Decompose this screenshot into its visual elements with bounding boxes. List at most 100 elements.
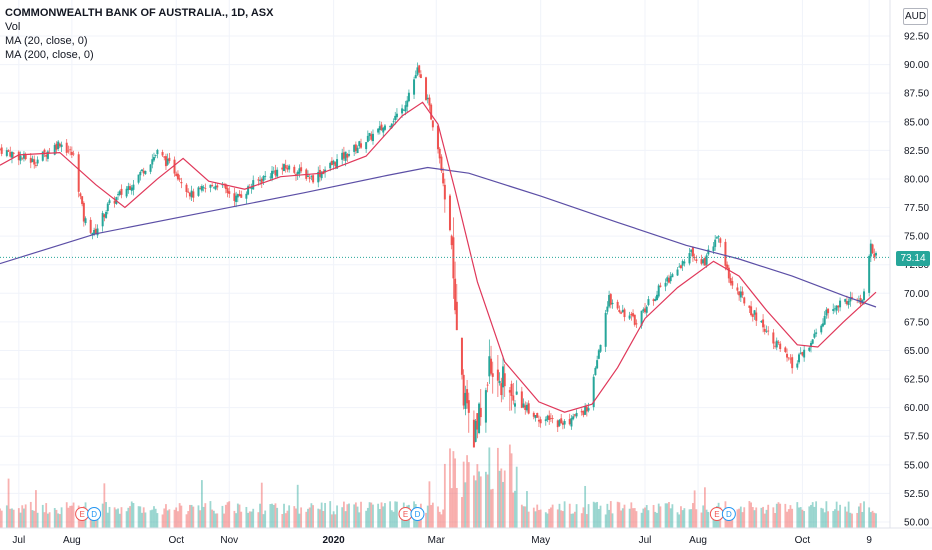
event-label: D (91, 510, 97, 519)
candle-body (544, 419, 547, 422)
volume-bar (286, 510, 289, 528)
volume-bar (307, 508, 309, 528)
volume-bar (676, 512, 679, 528)
volume-bar (274, 503, 277, 528)
volume-bar (310, 503, 313, 528)
candle-body (524, 405, 527, 410)
volume-bar (628, 508, 631, 528)
candle-body (738, 291, 741, 296)
candle-body (264, 175, 267, 177)
volume-bar (117, 508, 119, 528)
indicator-vol[interactable]: Vol (5, 21, 21, 33)
candle-body (479, 407, 482, 418)
volume-bar (811, 502, 814, 528)
volume-bar (233, 510, 236, 528)
candle-body (546, 415, 549, 420)
volume-bar (180, 505, 183, 528)
candle-body (750, 306, 753, 316)
candle-body (0, 148, 1, 150)
candle-body (22, 153, 25, 159)
candle-body (125, 188, 128, 197)
volume-bar (440, 514, 443, 528)
volume-bar (173, 509, 176, 528)
volume-bar (760, 507, 763, 528)
volume-bar (548, 508, 551, 528)
candle-body (414, 74, 417, 79)
volume-bar (67, 507, 70, 528)
volume-bar (43, 512, 46, 528)
earnings-marker: E (75, 507, 90, 521)
volume-bar (798, 507, 800, 528)
candle-body (753, 310, 756, 315)
candle-body (45, 154, 48, 157)
y-tick-label: 80.00 (904, 174, 929, 185)
volume-bar (175, 507, 178, 528)
volume-bar (844, 506, 847, 528)
candle-body (635, 323, 638, 325)
candle-body (341, 152, 344, 160)
candle-body (796, 363, 799, 368)
candle-body (763, 328, 766, 332)
volume-bar (163, 508, 166, 528)
volume-bar (284, 513, 287, 528)
volume-bar (534, 511, 537, 528)
volume-bar (245, 506, 248, 528)
candle-body (714, 239, 717, 247)
candle-body (329, 162, 332, 169)
volume-bar (129, 506, 131, 528)
candle-body (786, 353, 789, 358)
candle-body (418, 65, 421, 73)
volume-bar (153, 506, 155, 528)
price-axis[interactable]: 92.50 90.00 87.50 85.00 82.50 80.00 77.50 75.00… (889, 0, 929, 529)
candle-body (377, 128, 380, 133)
candle-body (103, 214, 106, 218)
candle-body (317, 171, 320, 183)
indicator-ma20[interactable]: MA (20, close, 0) (5, 35, 88, 47)
volume-bar (260, 482, 263, 528)
candle-body (656, 294, 658, 301)
volume-bar (384, 503, 386, 528)
candle-body (729, 278, 732, 284)
candle-body (151, 159, 154, 165)
candle-body (41, 151, 44, 161)
candle-body (845, 301, 848, 305)
candle-body (527, 403, 530, 414)
volume-bar (692, 503, 694, 528)
volume-bar (60, 507, 63, 528)
volume-bar (623, 504, 626, 528)
candle-body (401, 108, 404, 114)
candle-body (443, 184, 446, 200)
volume-bar (604, 514, 607, 528)
last-price-label: 73.14 (896, 251, 930, 266)
volume-bar (750, 502, 753, 528)
candle-body (108, 200, 111, 204)
currency-badge[interactable]: AUD (903, 8, 928, 25)
volume-bar (832, 510, 835, 528)
volume-bar (762, 506, 764, 528)
volume-bar (520, 504, 523, 528)
candle-body (378, 126, 381, 131)
candle-body (60, 144, 63, 147)
volume-bar (847, 501, 850, 528)
candle-body (173, 159, 176, 174)
candle-body (312, 175, 315, 183)
volume-bar (772, 507, 775, 528)
volume-bar (214, 513, 217, 528)
volume-bar (120, 507, 123, 528)
time-axis[interactable]: Jul Aug Oct Nov 2020 Mar May Jul Aug Oct 9 (0, 527, 932, 546)
candle-body (214, 185, 217, 190)
candle-body (413, 79, 416, 95)
candle-body (180, 181, 183, 184)
candle-body (561, 422, 564, 425)
volume-bar (666, 503, 669, 528)
indicator-ma200[interactable]: MA (200, close, 0) (5, 49, 94, 61)
volume-bar (319, 509, 321, 528)
volume-bar (35, 490, 37, 528)
candle-body (691, 247, 694, 257)
candle-body (632, 313, 635, 317)
volume-bar (141, 512, 143, 528)
x-tick-label: 2020 (323, 535, 346, 546)
volume-bar (837, 510, 840, 528)
candle-body (12, 152, 15, 154)
